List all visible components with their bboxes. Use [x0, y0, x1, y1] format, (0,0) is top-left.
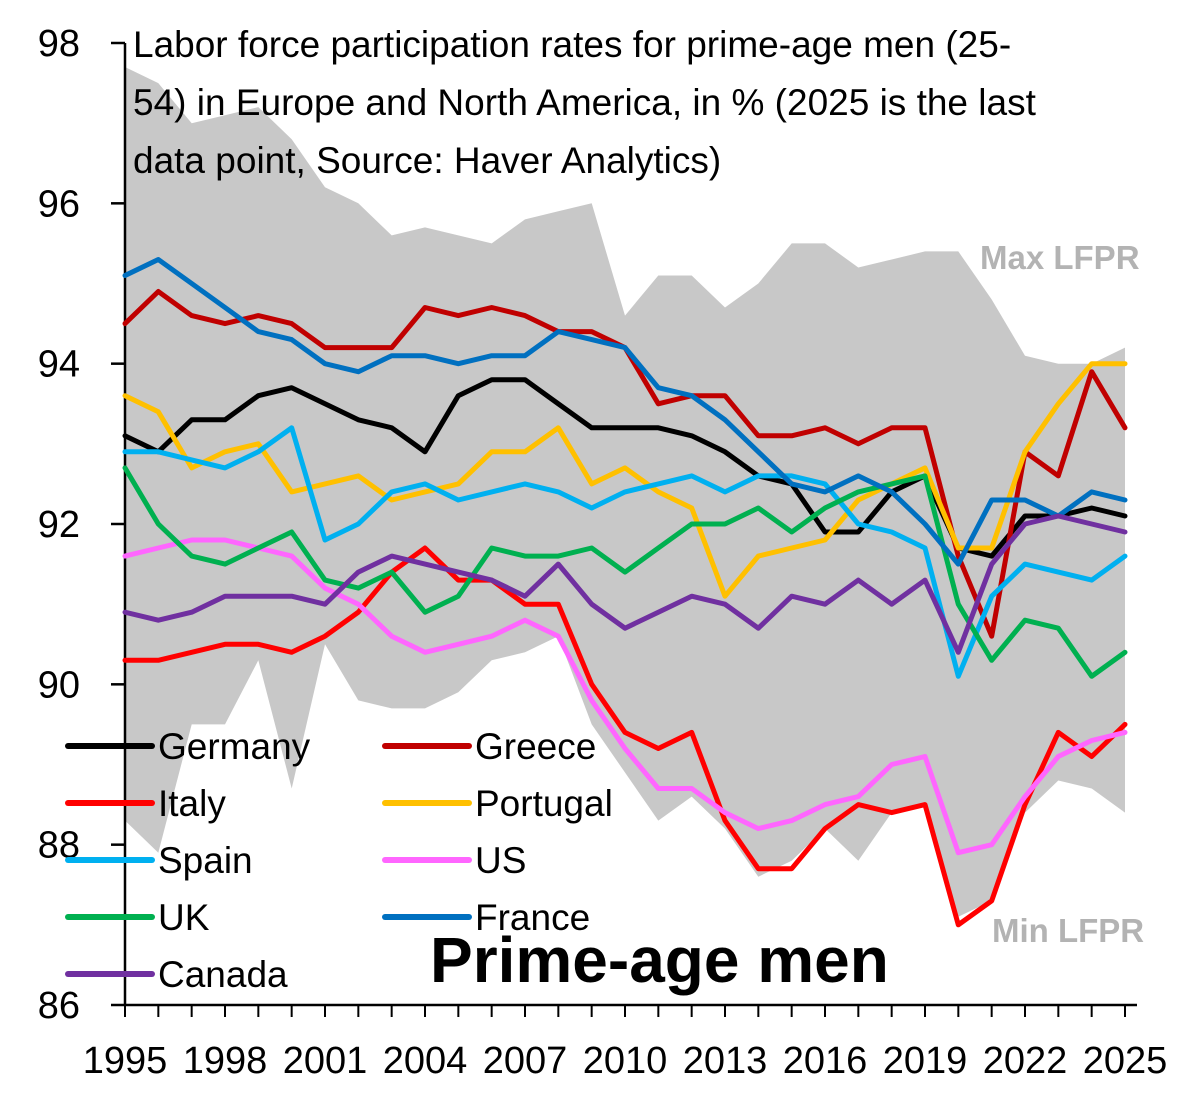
legend-item-germany: Germany [65, 726, 311, 767]
series-layer [122, 257, 1128, 928]
x-tick-label: 2004 [383, 1040, 468, 1082]
y-tick-label: 94 [38, 344, 80, 386]
legend-item-spain: Spain [65, 840, 253, 881]
chart-title-line: Labor force participation rates for prim… [133, 24, 1011, 65]
x-tick-label: 2025 [1083, 1040, 1168, 1082]
x-tick-label: 2019 [883, 1040, 968, 1082]
x-tick-label: 2013 [683, 1040, 768, 1082]
series-line-spain [122, 425, 1128, 679]
chart-title: Labor force participation rates for prim… [133, 24, 1037, 181]
series-line-uk [122, 465, 1128, 679]
series-line-italy [122, 545, 1128, 928]
band-labels: Max LFPR Min LFPR [980, 239, 1144, 949]
legend-label: Germany [158, 726, 311, 767]
legend-item-us: US [382, 840, 526, 881]
min-lfpr-label: Min LFPR [992, 912, 1144, 949]
prime-age-men-label: Prime-age men [430, 924, 889, 996]
x-tick-label: 2016 [783, 1040, 868, 1082]
x-tick-label: 2007 [483, 1040, 568, 1082]
legend-item-italy: Italy [65, 783, 226, 824]
legend-label: France [475, 897, 590, 938]
legend-item-uk: UK [65, 897, 210, 938]
y-tick-label: 90 [38, 664, 80, 706]
legend-label: UK [158, 897, 210, 938]
legend-label: US [475, 840, 526, 881]
legend-label: Canada [158, 954, 288, 995]
max-lfpr-label: Max LFPR [980, 239, 1140, 276]
x-tick-label: 2001 [283, 1040, 368, 1082]
legend-label: Portugal [475, 783, 613, 824]
legend-label: Italy [158, 783, 226, 824]
y-tick-label: 96 [38, 183, 80, 225]
series-line-us [122, 537, 1128, 856]
series-line-canada [122, 513, 1128, 655]
y-tick-label: 86 [38, 985, 80, 1027]
legend-item-canada: Canada [65, 954, 288, 995]
legend-item-portugal: Portugal [382, 783, 613, 824]
y-tick-label: 92 [38, 504, 80, 546]
legend-label: Greece [475, 726, 596, 767]
y-tick-label: 98 [38, 23, 80, 65]
chart-title-line: 54) in Europe and North America, in % (2… [133, 82, 1037, 123]
x-tick-label: 1995 [83, 1040, 168, 1082]
series-line-portugal [122, 361, 1128, 599]
x-tick-label: 1998 [183, 1040, 268, 1082]
legend-label: Spain [158, 840, 253, 881]
chart-title-line: data point, Source: Haver Analytics) [133, 140, 721, 181]
x-tick-label: 2010 [583, 1040, 668, 1082]
legend-item-greece: Greece [382, 726, 596, 767]
legend-item-france: France [382, 897, 590, 938]
x-tick-label: 2022 [983, 1040, 1068, 1082]
legend: Germany Greece Italy Portugal Spain US UK Franc… [65, 726, 613, 995]
series-line-france [122, 257, 1128, 567]
